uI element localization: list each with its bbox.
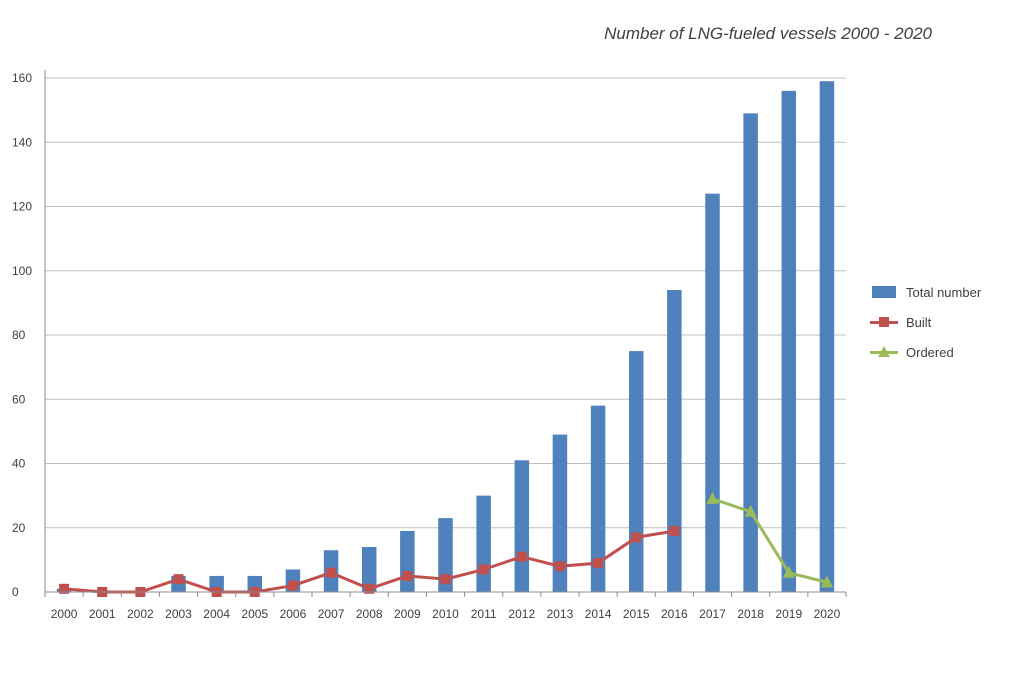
point-built-2003	[173, 574, 184, 585]
bar-2009	[400, 530, 415, 592]
y-tick-label: 40	[12, 457, 26, 471]
bar-2013	[552, 434, 568, 592]
x-tick-label: 2015	[623, 607, 650, 621]
y-tick-label: 20	[12, 521, 26, 535]
legend-item-built: Built	[870, 307, 981, 337]
x-tick-label: 2005	[241, 607, 268, 621]
gridlines	[45, 77, 846, 593]
y-tick-label: 120	[12, 200, 32, 214]
y-tick-label: 0	[12, 585, 19, 599]
point-built-2013	[554, 561, 565, 572]
point-built-2014	[593, 558, 604, 569]
point-built-2010	[440, 574, 451, 585]
point-built-2012	[516, 551, 527, 562]
x-tick-label: 2014	[585, 607, 612, 621]
point-ordered-2018	[744, 504, 757, 517]
x-tick-label: 2002	[127, 607, 154, 621]
bar-2016	[667, 290, 682, 592]
legend-item-ordered: Ordered	[870, 337, 981, 367]
x-tick-label: 2013	[547, 607, 574, 621]
bar-2014	[590, 405, 606, 592]
x-tick-label: 2008	[356, 607, 383, 621]
bar-series-total	[56, 81, 835, 593]
x-tick-label: 2017	[699, 607, 726, 621]
point-built-2015	[631, 532, 642, 543]
chart-title: Number of LNG-fueled vessels 2000 - 2020	[604, 24, 932, 43]
x-tick-label: 2018	[737, 607, 764, 621]
point-ordered-2017	[706, 491, 719, 504]
x-tick-label: 2009	[394, 607, 421, 621]
x-tick-label: 2007	[318, 607, 345, 621]
legend-swatch-ordered	[870, 345, 898, 359]
x-tick-label: 2004	[203, 607, 230, 621]
line-series	[59, 491, 833, 597]
legend-item-total: Total number	[870, 277, 981, 307]
x-tick-label: 2006	[280, 607, 307, 621]
line-ordered	[712, 497, 828, 584]
y-tick-label: 60	[12, 392, 26, 406]
legend-swatch-total	[870, 285, 898, 299]
x-tick-label: 2016	[661, 607, 688, 621]
x-tick-label: 2001	[89, 607, 116, 621]
x-tick-label: 2000	[51, 607, 78, 621]
y-tick-label: 100	[12, 264, 32, 278]
legend-label-built: Built	[906, 314, 932, 330]
bar-2012	[514, 460, 530, 592]
axes: 0 20 40 60 80 100 120 140 160 2000 2001 2002 2003 200…	[12, 70, 847, 621]
x-tick-label: 2012	[508, 607, 535, 621]
bar-2010	[438, 518, 453, 592]
point-built-2007	[326, 567, 337, 578]
y-tick-label: 80	[12, 328, 26, 342]
y-tick-label: 140	[12, 135, 32, 149]
x-tick-label: 2011	[471, 607, 497, 621]
point-ordered-2020	[820, 575, 833, 588]
point-built-2016	[669, 525, 680, 536]
bar-2008	[361, 547, 377, 592]
point-ordered-2019	[782, 565, 795, 578]
point-built-2011	[478, 564, 489, 575]
legend: Total number Built Ordered	[870, 277, 981, 367]
legend-swatch-built	[870, 315, 898, 329]
point-built-2008	[364, 583, 375, 594]
bar-2018	[743, 113, 758, 593]
bar-2020	[819, 81, 835, 593]
bar-2015	[628, 351, 644, 592]
x-tick-label: 2019	[775, 607, 802, 621]
point-built-2006	[287, 580, 298, 591]
legend-label-total: Total number	[906, 284, 982, 300]
point-built-2009	[402, 570, 413, 581]
point-built-2000	[59, 583, 70, 594]
x-tick-label: 2020	[814, 607, 841, 621]
y-tick-label: 160	[12, 71, 32, 85]
bar-2019	[781, 90, 797, 592]
bar-2011	[476, 495, 491, 592]
x-tick-label: 2010	[432, 607, 459, 621]
bar-2017	[705, 193, 720, 592]
x-tick-label: 2003	[165, 607, 192, 621]
legend-label-ordered: Ordered	[906, 344, 954, 360]
